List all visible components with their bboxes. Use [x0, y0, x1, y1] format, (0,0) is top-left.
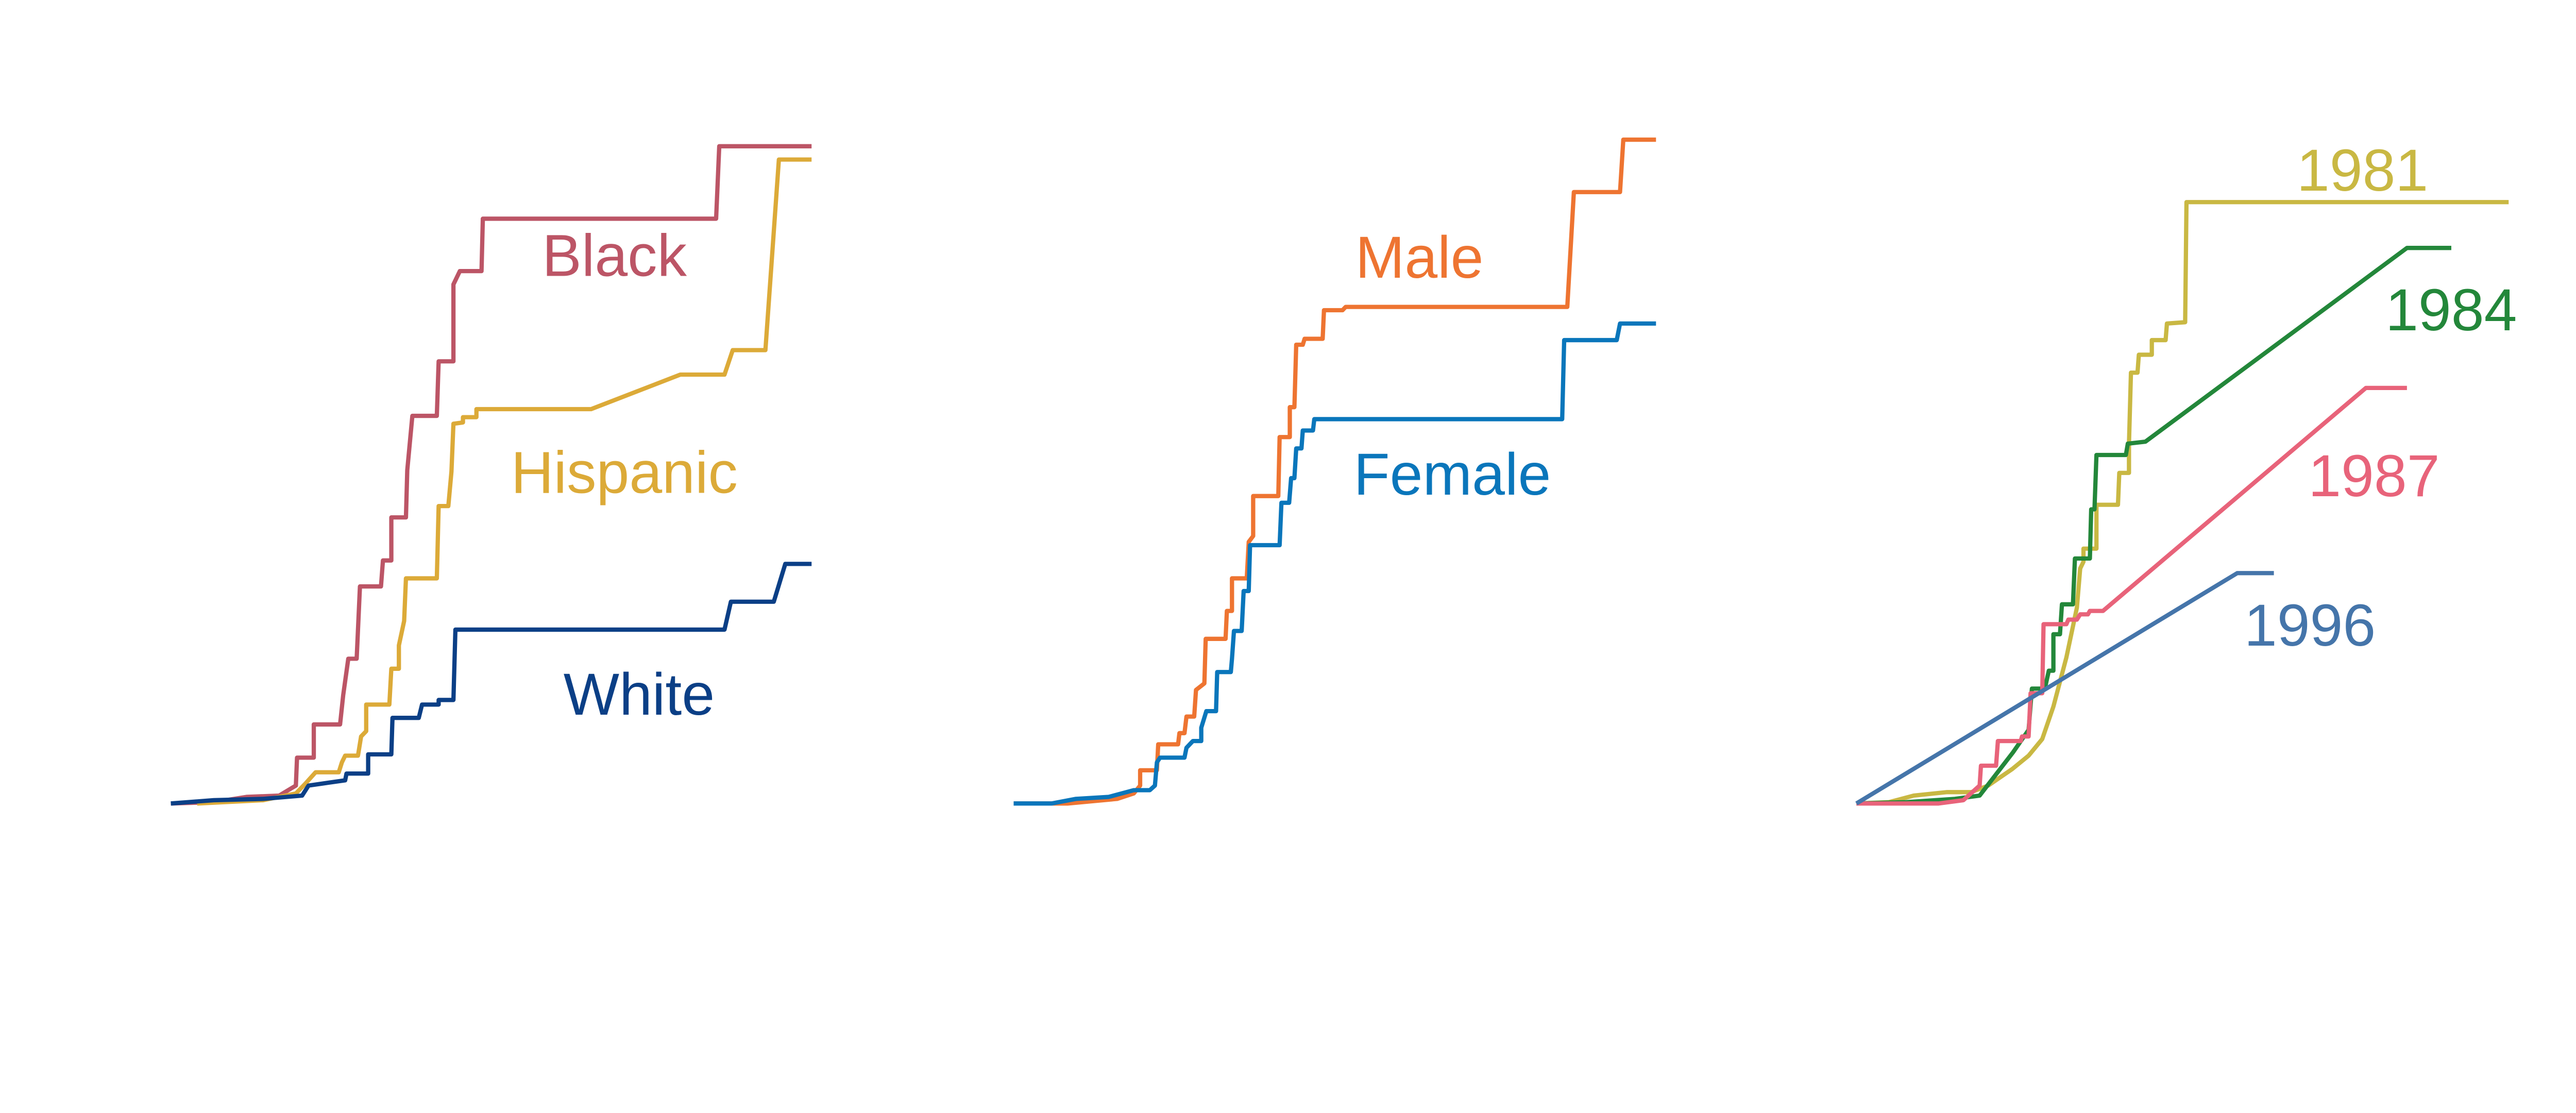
- label-white: White: [564, 662, 715, 728]
- label-1981: 1981: [2297, 138, 2428, 204]
- label-female: Female: [1354, 442, 1551, 508]
- series-line-female: [1013, 321, 1656, 806]
- label-black: Black: [542, 223, 687, 289]
- label-1987: 1987: [2308, 443, 2439, 509]
- panel-sex: [1013, 137, 1656, 806]
- series-line-white: [171, 562, 812, 806]
- panel-race: [171, 144, 812, 806]
- panel-cohort: [1855, 200, 2509, 806]
- chart-figure: Black Hispanic White Male Female 1981 19…: [171, 137, 2517, 806]
- series-line-1984: [1856, 246, 2451, 806]
- label-1984: 1984: [2385, 277, 2517, 343]
- label-male: Male: [1355, 225, 1484, 291]
- label-hispanic: Hispanic: [511, 440, 738, 506]
- label-1996: 1996: [2244, 593, 2376, 659]
- series-line-black: [171, 144, 812, 806]
- series-line-hispanic: [197, 157, 812, 806]
- series-line-male: [1013, 137, 1656, 806]
- series-line-1996: [1855, 571, 2274, 805]
